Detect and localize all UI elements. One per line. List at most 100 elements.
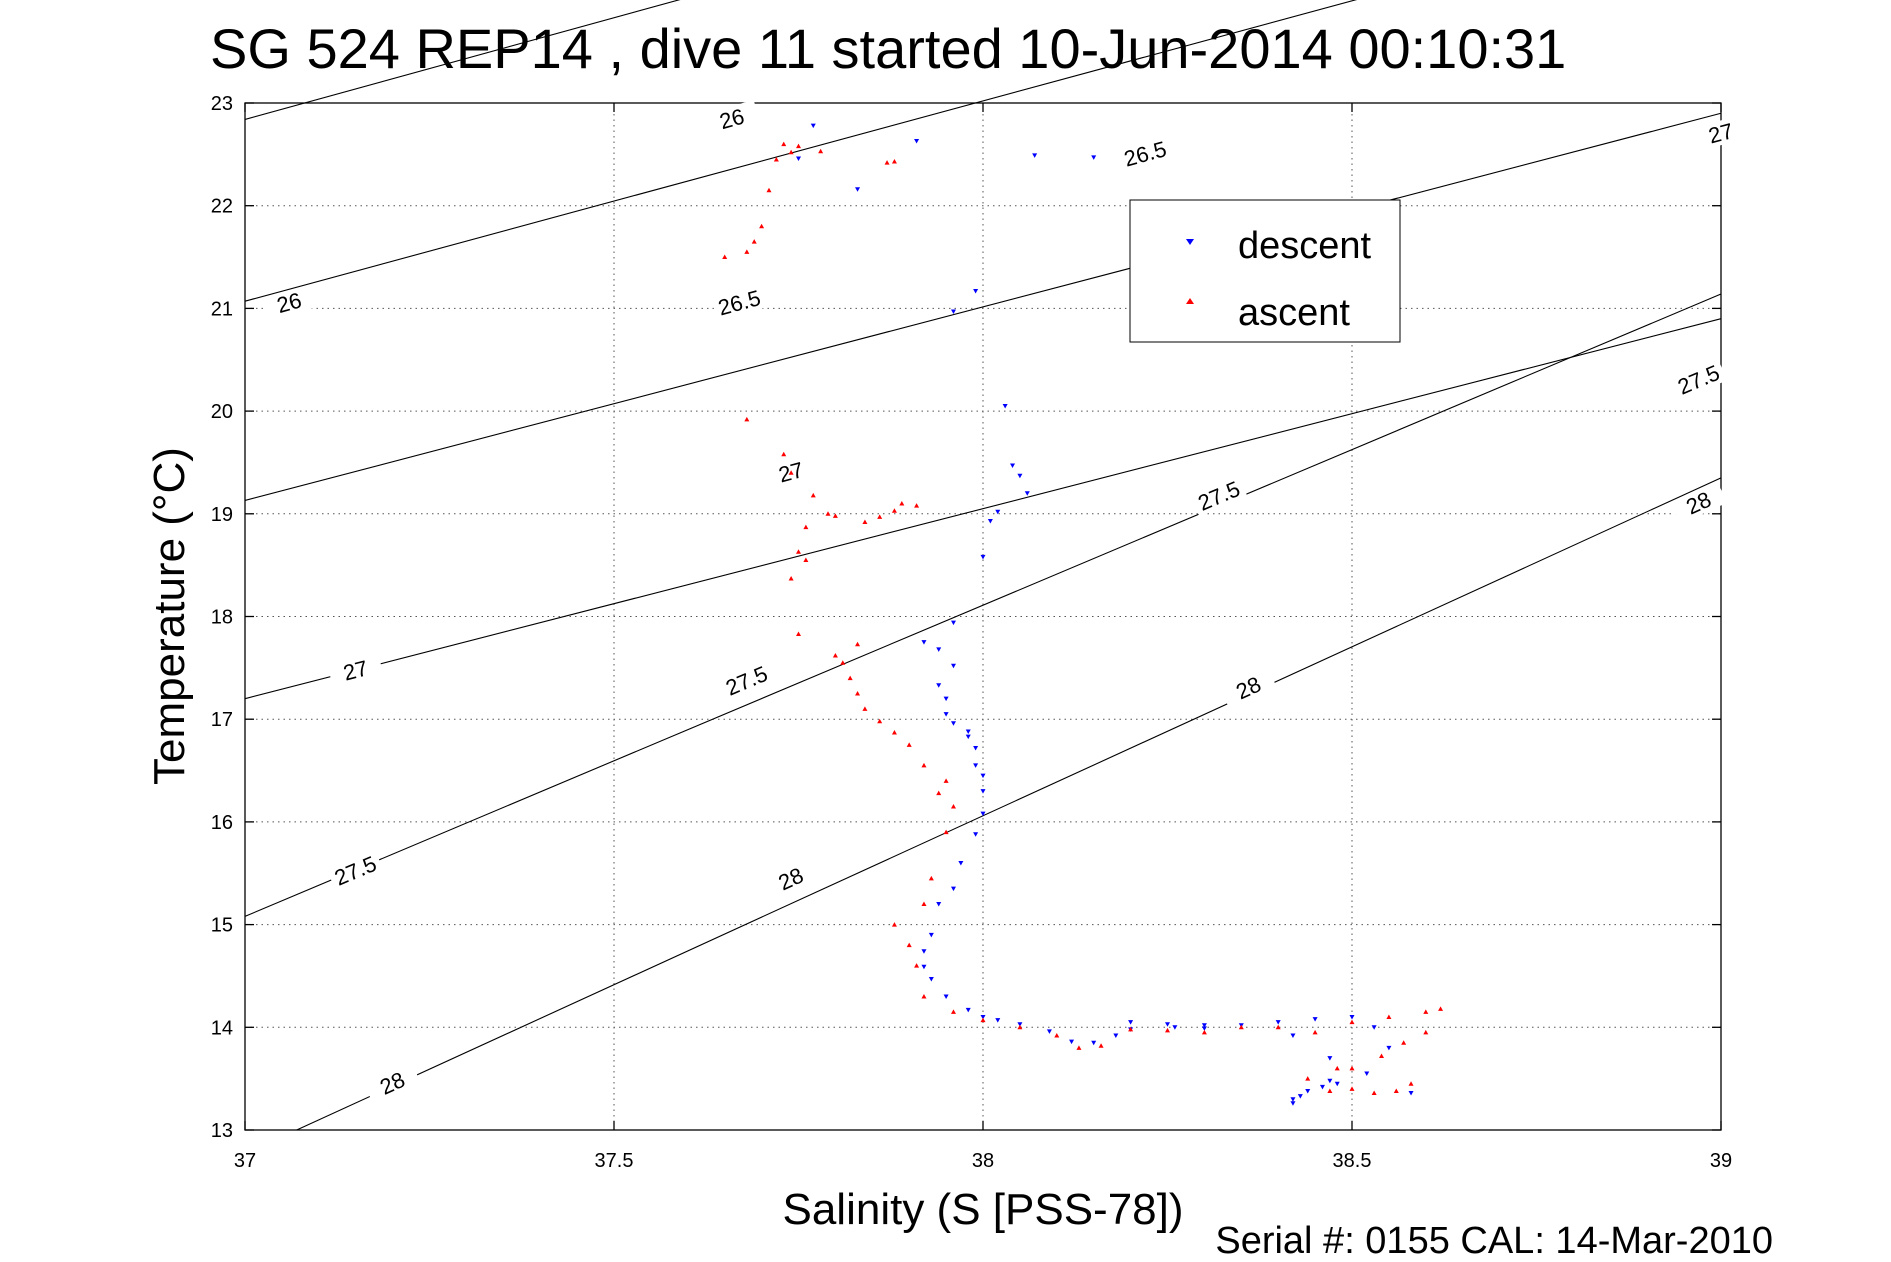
descent-point	[1024, 491, 1030, 496]
descent-point	[914, 138, 920, 144]
ascent-point	[1017, 1024, 1023, 1030]
serial-cal-footer: Serial #: 0155 CAL: 14-Mar-2010	[1215, 1220, 1773, 1262]
ascent-point	[796, 549, 801, 554]
descent-point	[1069, 1039, 1075, 1045]
ascent-point	[1165, 1027, 1170, 1033]
descent-point	[928, 932, 934, 938]
legend-box	[1129, 199, 1401, 343]
ascent-point	[1393, 1088, 1399, 1093]
isopycnal-line	[244, 112, 1722, 501]
descent-point	[965, 1007, 971, 1013]
descent-point	[921, 964, 927, 970]
y-tick-label: 23	[211, 93, 233, 115]
isopycnal-line	[244, 0, 1358, 302]
x-tick-label: 37	[234, 1150, 256, 1172]
y-tick-label: 16	[211, 812, 233, 834]
ascent-point	[744, 416, 750, 422]
isopycnal-line	[244, 293, 1722, 917]
ascent-point	[877, 718, 883, 724]
ascent-series	[722, 141, 1444, 1096]
isopycnal-label-bg	[363, 1061, 421, 1105]
ascent-point	[1312, 1029, 1318, 1035]
descent-point	[1017, 1022, 1023, 1027]
ascent-point	[921, 762, 927, 768]
descent-point	[980, 789, 986, 794]
descent-point	[810, 123, 816, 129]
descent-point	[1408, 1091, 1414, 1096]
isopycnal-label-bg	[1190, 474, 1248, 517]
descent-point	[1201, 1023, 1207, 1028]
ascent-point	[788, 576, 794, 581]
ascent-point	[1371, 1090, 1377, 1096]
ascent-point	[847, 675, 853, 681]
ascent-point	[1379, 1053, 1385, 1059]
ascent-point	[891, 730, 897, 735]
descent-point	[1349, 1015, 1355, 1020]
ascent-point	[796, 143, 801, 149]
descent-point	[950, 309, 956, 314]
descent-point	[1275, 1020, 1281, 1025]
ascent-point	[921, 993, 927, 999]
ascent-point	[1349, 1019, 1355, 1025]
ascent-point	[1076, 1045, 1082, 1050]
ascent-point	[855, 691, 861, 696]
descent-point	[921, 640, 927, 645]
ascent-point	[943, 829, 949, 835]
isopycnal-label-bg	[717, 659, 776, 702]
ascent-point	[891, 159, 897, 164]
y-tick-label: 20	[211, 401, 233, 423]
y-axis-label: Temperature (°C)	[145, 447, 194, 785]
ascent-point	[788, 149, 794, 155]
descent-point	[1290, 1097, 1296, 1102]
ascent-point	[1408, 1081, 1414, 1086]
descent-point	[928, 977, 934, 982]
ascent-point	[722, 254, 728, 260]
descent-point	[1017, 473, 1023, 479]
ascent-point	[803, 557, 809, 563]
ascent-point	[855, 641, 861, 647]
descent-point	[1091, 155, 1097, 160]
ascent-point	[928, 875, 934, 881]
ascent-point	[877, 514, 883, 519]
ascent-point	[1386, 1014, 1392, 1020]
ascent-point	[1305, 1076, 1311, 1081]
ascent-point	[803, 524, 809, 530]
ascent-point	[950, 803, 956, 809]
x-axis-label: Salinity (S [PSS-78])	[782, 1185, 1183, 1234]
ascent-point	[832, 653, 838, 658]
ascent-point	[943, 778, 949, 783]
descent-point	[936, 647, 942, 652]
ascent-point	[781, 451, 787, 457]
legend-descent-label: descent	[1238, 225, 1372, 267]
ascent-point	[1401, 1040, 1407, 1045]
descent-point	[958, 860, 964, 866]
descent-point	[1290, 1033, 1296, 1039]
isopycnal-line	[244, 318, 1722, 700]
x-tick-label: 39	[1710, 1150, 1732, 1172]
descent-point	[965, 734, 971, 740]
ascent-point	[1275, 1024, 1281, 1030]
ascent-point	[744, 249, 750, 254]
y-tick-label: 21	[211, 298, 233, 320]
descent-point	[943, 696, 949, 702]
ascent-point	[1054, 1033, 1060, 1038]
ascent-point	[1334, 1065, 1340, 1071]
descent-point	[1010, 463, 1016, 469]
descent-point	[1327, 1056, 1333, 1061]
ascent-point	[1438, 1006, 1444, 1011]
ascent-point	[1349, 1065, 1355, 1071]
isopycnal-label-bg	[703, 99, 761, 137]
ascent-point	[788, 470, 794, 475]
legend-descent-marker	[1186, 239, 1194, 245]
descent-point	[1371, 1025, 1377, 1030]
ascent-point	[840, 660, 846, 665]
descent-point	[965, 729, 971, 735]
ascent-point	[825, 511, 831, 516]
ascent-point	[1327, 1088, 1333, 1093]
isopycnal-label-bg	[710, 283, 768, 321]
x-tick-label: 38	[972, 1150, 994, 1172]
descent-point	[995, 509, 1001, 515]
legend: descent ascent	[1129, 199, 1401, 343]
y-tick-label: 17	[211, 709, 233, 731]
